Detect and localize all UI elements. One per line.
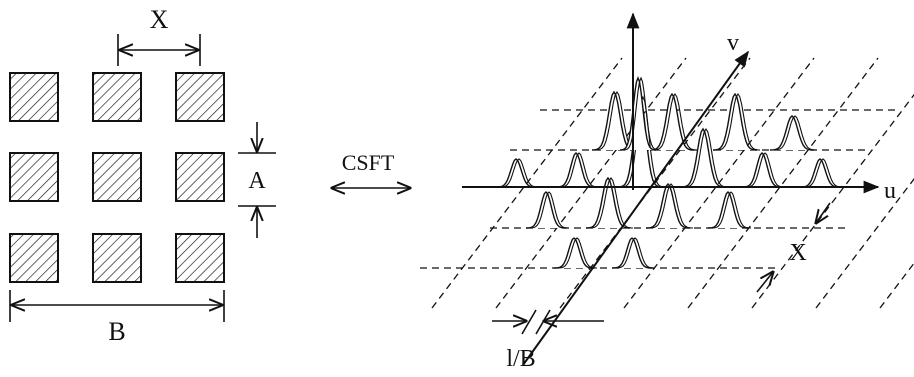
spectral-peaks bbox=[495, 76, 844, 269]
lattice-column-line bbox=[815, 177, 914, 309]
spectral-peak bbox=[495, 158, 540, 188]
lattice-column-line bbox=[687, 57, 879, 309]
peak-outline bbox=[712, 92, 758, 151]
aperture-square bbox=[175, 72, 225, 122]
label-v: v bbox=[727, 30, 739, 56]
spectral-peak bbox=[680, 127, 729, 188]
dimension-a bbox=[238, 122, 276, 238]
frequency-lattice bbox=[420, 57, 914, 309]
aperture-square bbox=[92, 152, 142, 202]
spectral-peak bbox=[555, 152, 600, 188]
peak-outline-shadow bbox=[710, 191, 752, 229]
peak-outline bbox=[769, 115, 815, 151]
spectral-peak bbox=[649, 92, 698, 151]
peak-outline bbox=[680, 127, 726, 188]
aperture-square bbox=[175, 152, 225, 202]
aperture-square bbox=[9, 152, 59, 202]
peak-outline-shadow bbox=[622, 76, 660, 151]
aperture-square bbox=[175, 233, 225, 283]
peak-outline bbox=[525, 190, 567, 229]
v-axis bbox=[522, 50, 749, 366]
spectral-peak bbox=[553, 237, 598, 269]
spectral-peak bbox=[707, 190, 752, 229]
peak-outline-shadow bbox=[715, 92, 761, 151]
aperture-square bbox=[92, 72, 142, 122]
peak-outline-shadow bbox=[744, 152, 786, 188]
label-u: u bbox=[884, 178, 896, 204]
peak-outline-shadow bbox=[614, 237, 656, 269]
lattice-column-line bbox=[495, 57, 687, 309]
peak-outline-shadow bbox=[620, 95, 666, 188]
spectral-peak bbox=[712, 92, 761, 151]
spectral-peak bbox=[769, 115, 818, 151]
peak-outline bbox=[645, 182, 691, 229]
peak-outline bbox=[707, 190, 749, 229]
peak-outline-shadow bbox=[652, 92, 698, 151]
dimension-b bbox=[9, 290, 225, 322]
lattice-column-line bbox=[751, 93, 914, 309]
peak-outline-shadow bbox=[683, 127, 729, 188]
peak-outline-shadow bbox=[648, 183, 694, 229]
lattice-column-line bbox=[879, 262, 914, 309]
peak-outline bbox=[553, 237, 595, 269]
label-x-right: X bbox=[789, 240, 806, 266]
spectral-peak bbox=[619, 76, 660, 151]
transform-label: CSFT bbox=[342, 150, 395, 175]
peak-outline-shadow bbox=[588, 177, 634, 229]
aperture-square bbox=[9, 72, 59, 122]
peak-outline-shadow bbox=[772, 115, 818, 151]
label-x-left: X bbox=[150, 5, 169, 34]
spectral-peak bbox=[611, 237, 656, 269]
peak-outline bbox=[741, 152, 783, 188]
aperture-square bbox=[92, 233, 142, 283]
label-width: l/B bbox=[506, 346, 535, 372]
spectral-peak bbox=[799, 158, 844, 188]
aperture-square bbox=[9, 233, 59, 283]
peak-outline bbox=[619, 76, 657, 151]
peak-outline-shadow bbox=[528, 191, 570, 229]
spectral-peak bbox=[741, 152, 786, 188]
aperture-grid bbox=[9, 72, 225, 283]
peak-outline-shadow bbox=[556, 237, 598, 269]
width-indicator bbox=[492, 309, 604, 335]
spacing-indicator bbox=[756, 202, 831, 293]
peak-outline bbox=[611, 237, 653, 269]
peak-outline-shadow bbox=[558, 152, 600, 188]
label-b: B bbox=[108, 317, 125, 346]
label-a: A bbox=[248, 168, 266, 194]
peak-outline bbox=[555, 152, 597, 188]
dimension-x bbox=[117, 34, 201, 66]
spectral-peak bbox=[525, 190, 570, 229]
spectral-peak bbox=[645, 182, 694, 229]
peak-outline bbox=[649, 92, 695, 151]
